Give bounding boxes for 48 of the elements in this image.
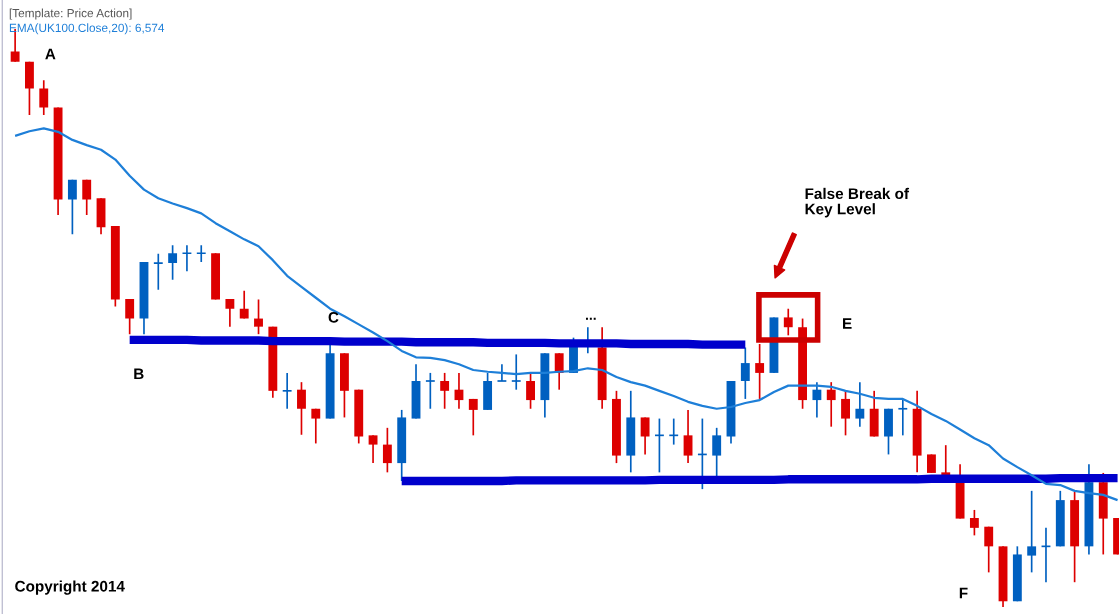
candlestick	[181, 244, 193, 272]
annotation: False Break of Key Level	[805, 187, 910, 218]
candlestick	[969, 509, 979, 537]
candlestick	[225, 298, 235, 328]
annotation: F	[959, 587, 968, 599]
annotation: E	[843, 318, 852, 329]
candlestick	[82, 178, 92, 216]
candlestick	[740, 346, 750, 400]
text: EMA(UK100.Close,20): 6,574	[9, 23, 165, 35]
text: [Template: Price Action]	[9, 8, 132, 20]
candlestick	[425, 372, 436, 410]
candlestick	[812, 381, 822, 419]
candlestick	[440, 372, 450, 410]
candlestick	[281, 372, 293, 410]
candlestick	[382, 426, 392, 474]
candlestick	[39, 79, 49, 116]
candlestick	[526, 372, 535, 410]
candlestick	[683, 409, 693, 464]
candlestick	[1027, 490, 1037, 574]
candlestick	[783, 307, 793, 337]
annotation: B	[134, 368, 144, 380]
candlestick	[254, 298, 263, 336]
candlestick	[826, 381, 836, 428]
candlestick	[554, 352, 564, 391]
candlestick	[640, 416, 650, 456]
annotation: Copyright 2014	[15, 580, 125, 595]
candlestick	[510, 353, 522, 391]
candlestick	[239, 289, 249, 320]
candlestick	[125, 298, 135, 336]
candlestick	[468, 398, 478, 437]
candlestick	[368, 434, 378, 464]
candlestick	[927, 453, 936, 474]
candlestick	[195, 244, 207, 263]
annotation: C	[328, 311, 339, 323]
candlestick	[153, 252, 164, 291]
candlestick	[984, 525, 994, 574]
annotation: A	[45, 48, 56, 60]
candlestick	[897, 398, 909, 437]
candlestick	[841, 389, 850, 437]
candlestick	[755, 343, 765, 400]
candlestick	[67, 178, 77, 235]
candlestick	[311, 407, 321, 445]
candlestick	[712, 426, 722, 478]
candlestick	[496, 363, 508, 382]
candlestick	[297, 381, 306, 436]
candlestick	[855, 381, 865, 428]
candlestick	[168, 244, 178, 281]
annotation: ...	[585, 317, 596, 320]
